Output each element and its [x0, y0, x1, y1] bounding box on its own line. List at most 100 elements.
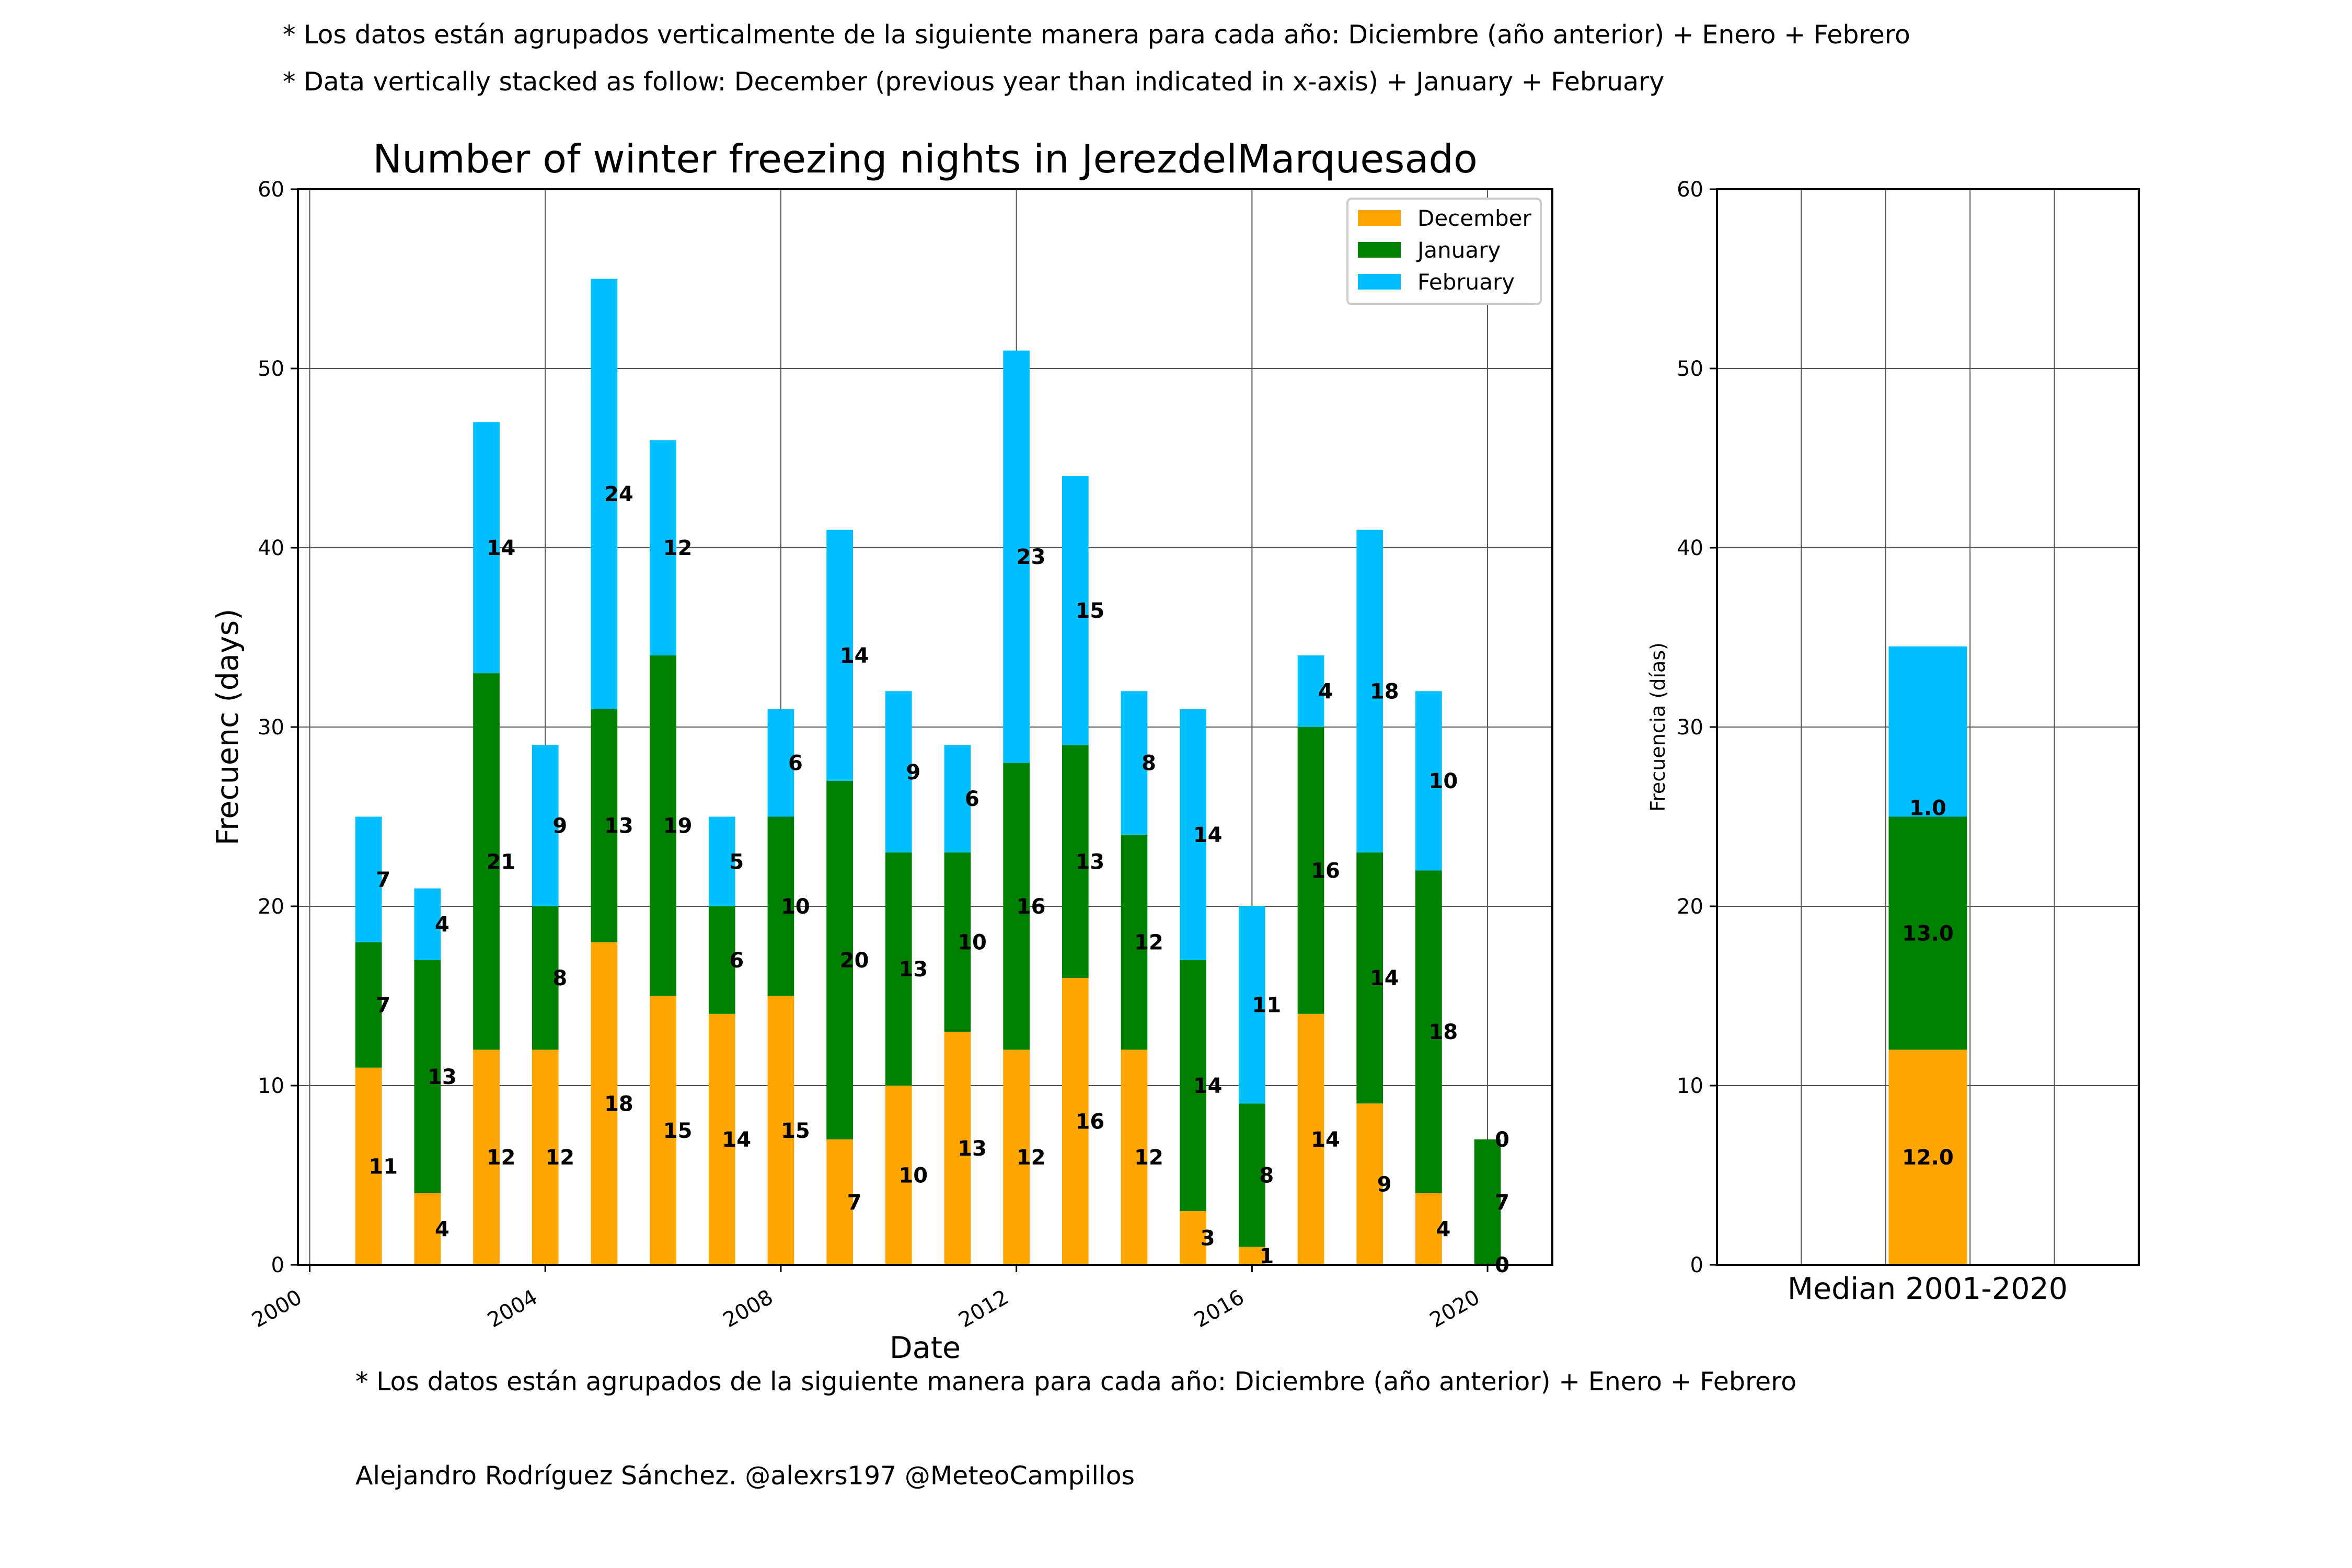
main-x-tick-label: 2000	[248, 1285, 306, 1333]
bar-value-label: 6	[965, 787, 979, 811]
bar-value-label: 10	[1429, 769, 1458, 793]
bar-value-label: 18	[1429, 1020, 1458, 1044]
bar-value-label: 3	[1201, 1227, 1215, 1251]
bar-segment-february	[885, 691, 912, 853]
median-y-tick-label: 30	[1677, 716, 1703, 740]
bar-segment-february	[1356, 529, 1383, 853]
bar-segment-january	[1297, 727, 1324, 1014]
bar-value-label: 15	[781, 1119, 810, 1143]
bar-value-label: 4	[435, 1217, 449, 1241]
median-bar-labels: 12.0 13.0 1.0	[1902, 796, 1954, 1170]
bar-segment-january	[1356, 852, 1383, 1104]
main-y-tick-label: 10	[258, 1074, 284, 1098]
bar-segment-january	[885, 852, 912, 1086]
bar-value-label: 11	[368, 1155, 398, 1179]
bar-segment-february	[708, 816, 735, 906]
bar-value-label: 18	[1370, 679, 1399, 704]
bar-value-label: 13	[428, 1065, 457, 1089]
bar-value-label: 14	[722, 1128, 751, 1152]
bar-segment-february	[767, 709, 794, 817]
bar-value-label: 6	[729, 949, 744, 973]
bar-segment-february	[473, 422, 500, 674]
main-y-tick-label: 40	[258, 536, 284, 560]
bar-segment-december	[591, 942, 618, 1265]
bar-segment-february	[591, 279, 618, 709]
legend-label-february: February	[1417, 269, 1515, 295]
bar-value-label: 11	[1252, 994, 1282, 1018]
bar-value-label: 4	[1318, 679, 1333, 704]
legend: December January February	[1346, 198, 1542, 305]
bar-segment-january	[826, 780, 853, 1139]
bar-value-label: 12	[1017, 1146, 1046, 1170]
bar-value-label: 15	[1075, 599, 1104, 623]
median-y-tick-label: 50	[1677, 357, 1703, 381]
bar-value-label: 7	[376, 994, 390, 1018]
bar-segment-february	[944, 745, 971, 853]
bar-segment-january	[473, 673, 500, 1050]
main-x-axis-label: Date	[890, 1331, 961, 1365]
bar-value-label: 24	[604, 482, 633, 506]
main-bar-labels: 11 7 7 4 13 4 12 21 14 12 8 9 18 13 24 15 19 12 14 6 5 15 10 6 7…	[368, 482, 1509, 1277]
bar-segment-december	[885, 1086, 912, 1265]
bar-segment-february	[532, 745, 559, 906]
bar-segment-february	[650, 440, 676, 655]
median-y-tick-label: 20	[1677, 895, 1703, 919]
bar-value-label: 12	[487, 1146, 516, 1170]
bar-value-label: 16	[1075, 1110, 1104, 1134]
bar-value-label: 14	[1311, 1128, 1340, 1152]
bar-value-label: 13	[898, 958, 928, 982]
author-credit: Alejandro Rodríguez Sánchez. @alexrs197 …	[355, 1461, 1135, 1491]
bar-segment-december	[414, 1193, 441, 1265]
bar-value-label: 18	[604, 1092, 633, 1116]
bar-segment-december	[1121, 1050, 1148, 1265]
bar-value-label: 14	[1193, 823, 1223, 847]
bottom-note-spanish: * Los datos están agrupados de la siguie…	[355, 1367, 1797, 1397]
bar-segment-december	[1003, 1050, 1030, 1265]
bar-value-label: 15	[663, 1119, 693, 1143]
median-bar-segment-february	[1888, 646, 1967, 817]
bar-value-label: 6	[788, 752, 803, 776]
bar-segment-december	[1415, 1193, 1442, 1265]
top-note-spanish: * Los datos están agrupados verticalment…	[283, 20, 1910, 50]
main-x-tick-label: 2020	[1426, 1285, 1484, 1333]
bar-segment-december	[355, 1067, 382, 1265]
median-stacked-bar-chart: 12.0 13.0 1.0 0 10 20 30 40 50 60 Median 2001-20…	[1646, 178, 2140, 1306]
bar-value-label: 14	[840, 644, 869, 668]
bar-segment-january	[1121, 834, 1148, 1050]
median-y-ticks: 0 10 20 30 40 50 60	[1677, 178, 1717, 1277]
legend-label-january: January	[1416, 237, 1501, 263]
bar-segment-december	[650, 996, 676, 1265]
bar-segment-december	[473, 1050, 500, 1265]
bar-segment-december	[826, 1139, 853, 1265]
median-bar-segment-january	[1888, 816, 1967, 1050]
bar-segment-february	[1180, 709, 1207, 960]
bar-segment-december	[1062, 978, 1089, 1265]
bar-value-label: 13	[958, 1137, 987, 1161]
bar-value-label: 4	[1436, 1217, 1450, 1241]
bar-value-label: 20	[840, 949, 869, 973]
bar-value-label: 9	[1377, 1173, 1392, 1197]
bar-value-label: 14	[1370, 966, 1399, 990]
bar-value-label: 21	[487, 850, 516, 874]
main-x-tick-label: 2008	[719, 1285, 777, 1333]
bar-segment-december	[1239, 1247, 1265, 1265]
main-y-tick-label: 20	[258, 895, 284, 919]
bar-value-label: 9	[906, 760, 920, 785]
main-chart-title: Number of winter freezing nights in Jere…	[373, 136, 1478, 182]
median-bar-segment-december	[1888, 1050, 1967, 1265]
bar-segment-december	[944, 1032, 971, 1265]
bar-segment-december	[1297, 1013, 1324, 1265]
main-stacked-bar-chart: 11 7 7 4 13 4 12 21 14 12 8 9 18 13 24 15 19 12 14 6 5 15 10 6 7…	[211, 136, 1553, 1365]
bar-segment-february	[1415, 691, 1442, 871]
bar-value-label: 9	[552, 814, 567, 838]
legend-swatch-december	[1358, 210, 1401, 226]
legend-label-december: December	[1417, 205, 1532, 231]
bar-segment-january	[1239, 1103, 1265, 1247]
bar-value-label: 8	[552, 966, 567, 990]
bar-segment-january	[1180, 960, 1207, 1212]
median-value-label: 12.0	[1902, 1146, 1954, 1170]
bar-value-label: 16	[1017, 895, 1046, 919]
bar-value-label: 10	[958, 931, 987, 955]
main-x-tick-label: 2012	[954, 1285, 1012, 1333]
bar-value-label: 7	[1495, 1191, 1509, 1215]
